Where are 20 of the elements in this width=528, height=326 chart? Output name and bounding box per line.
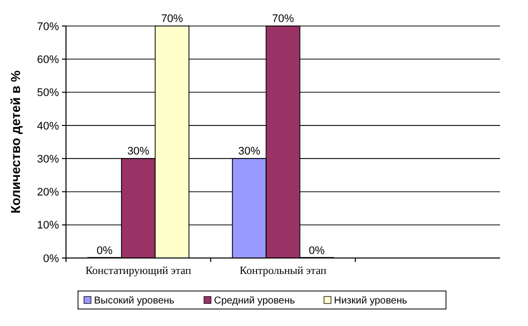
data-label: 30% xyxy=(127,146,150,158)
data-label: 70% xyxy=(161,13,184,25)
y-axis-title: Количество детей в % xyxy=(8,70,23,214)
y-tick-label: 20% xyxy=(36,186,60,199)
y-tick-label: 40% xyxy=(36,120,60,132)
data-label: 30% xyxy=(238,146,260,158)
y-tick-label: 30% xyxy=(36,153,60,166)
y-tick-label: 0% xyxy=(43,252,60,265)
data-label: 0% xyxy=(308,245,325,257)
y-tick-label: 70% xyxy=(36,20,60,33)
y-tick-label: 50% xyxy=(36,87,60,100)
legend-label: Низкий уровень xyxy=(334,296,408,306)
y-tick-label: 10% xyxy=(36,220,60,232)
legend-label: Высокий уровень xyxy=(94,296,174,306)
y-tick-label: 60% xyxy=(36,54,60,66)
data-label: 0% xyxy=(96,245,113,257)
x-tick-label: Констатирующий этап xyxy=(86,265,192,277)
x-tick-label: Контрольный этап xyxy=(240,265,326,277)
legend-label: Средний уровень xyxy=(214,296,295,306)
data-label: 70% xyxy=(272,13,294,25)
